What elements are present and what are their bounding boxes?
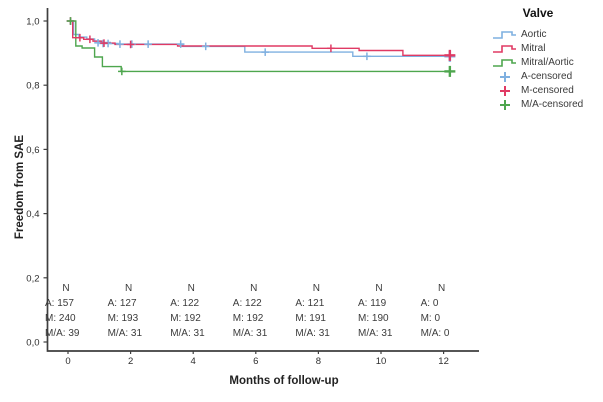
risk-cell: M/A: 31 (295, 328, 330, 339)
legend-title: Valve (522, 6, 554, 20)
risk-cell: A: 122 (170, 298, 199, 309)
risk-cell: A: 122 (233, 298, 262, 309)
y-axis-ticks: 1,0 0,8 0,6 0,4 0,2 0,0 (26, 17, 48, 349)
risk-cell: A: 119 (358, 298, 387, 309)
x-axis-ticks: 0 2 4 6 8 10 12 (65, 351, 449, 367)
censor-marks-m-censored (66, 17, 456, 61)
survival-curve-mitral (70, 20, 450, 56)
risk-cell: A: 157 (45, 298, 74, 309)
x-axis-title: Months of follow-up (229, 375, 339, 387)
risk-cell: M: 191 (295, 313, 326, 324)
legend-item-label: Mitral/Aortic (521, 57, 574, 68)
y-tick-label: 0,6 (26, 145, 39, 156)
risk-cell: M: 192 (233, 313, 264, 324)
a-censored-plus-icon (500, 71, 510, 82)
risk-cell: M: 0 (421, 313, 441, 324)
x-tick-label: 10 (376, 356, 387, 367)
risk-n-header: N (375, 283, 382, 294)
legend-item-m-censored: M-censored (492, 84, 603, 97)
legend-item-label: Aortic (521, 29, 547, 40)
risk-n-header: N (188, 283, 195, 294)
risk-n-header: N (125, 283, 132, 294)
legend-item-label: A-censored (521, 71, 573, 82)
censor-marks-a-censored (66, 17, 456, 62)
x-tick-label: 6 (253, 356, 258, 367)
survival-curve-mitral-aortic (70, 20, 450, 73)
censor-marks-m-a-censored (66, 17, 456, 77)
legend-item-mitral: Mitral (492, 42, 603, 55)
risk-cell: M: 193 (108, 313, 139, 324)
m-a-censored-plus-icon (500, 99, 510, 110)
x-tick-label: 12 (438, 356, 449, 367)
legend-item-label: M-censored (521, 85, 574, 96)
risk-cell: A: 127 (108, 298, 137, 309)
legend-item-label: Mitral (521, 43, 546, 54)
y-tick-label: 0,0 (26, 338, 39, 349)
y-tick-label: 0,4 (26, 209, 39, 220)
risk-cell: M: 190 (358, 313, 389, 324)
x-tick-label: 8 (316, 356, 321, 367)
risk-n-header: N (250, 283, 257, 294)
legend-item-a-censored: A-censored (492, 70, 603, 83)
y-tick-label: 0,8 (26, 81, 39, 92)
legend: Valve Aortic Mitral Mitral/Aortic A-censore… (492, 6, 603, 112)
legend-item-mitral-aortic: Mitral/Aortic (492, 56, 603, 69)
risk-n-header: N (62, 283, 69, 294)
mitral-aortic-line-icon (493, 58, 516, 67)
risk-cell: M/A: 0 (421, 328, 450, 339)
risk-cell: A: 0 (421, 298, 439, 309)
x-tick-label: 2 (128, 356, 133, 367)
risk-cell: M/A: 31 (108, 328, 143, 339)
risk-cell: M: 240 (45, 313, 76, 324)
risk-cell: M/A: 31 (170, 328, 205, 339)
risk-cell: M: 192 (170, 313, 201, 324)
x-tick-label: 4 (191, 356, 196, 367)
y-tick-label: 0,2 (26, 273, 39, 284)
axes (46, 8, 479, 352)
y-axis-title: Freedom from SAE (14, 134, 26, 240)
risk-n-header: N (313, 283, 320, 294)
risk-table: N A: 157 M: 240 M/A: 39 N A: 127 M: 193 M/A: 31… (45, 283, 450, 339)
legend-entries: Aortic Mitral Mitral/Aortic A-censored M-cen… (492, 28, 603, 111)
risk-cell: M/A: 31 (233, 328, 268, 339)
x-tick-label: 0 (65, 356, 70, 367)
m-censored-plus-icon (500, 85, 510, 96)
y-tick-label: 1,0 (26, 17, 39, 28)
aortic-line-icon (493, 30, 516, 39)
legend-item-m-a-censored: M/A-censored (492, 98, 603, 111)
legend-item-aortic: Aortic (492, 28, 603, 41)
mitral-line-icon (493, 44, 516, 53)
risk-n-header: N (438, 283, 445, 294)
risk-cell: A: 121 (295, 298, 324, 309)
legend-item-label: M/A-censored (521, 99, 584, 110)
risk-cell: M/A: 39 (45, 328, 80, 339)
risk-cell: M/A: 31 (358, 328, 393, 339)
